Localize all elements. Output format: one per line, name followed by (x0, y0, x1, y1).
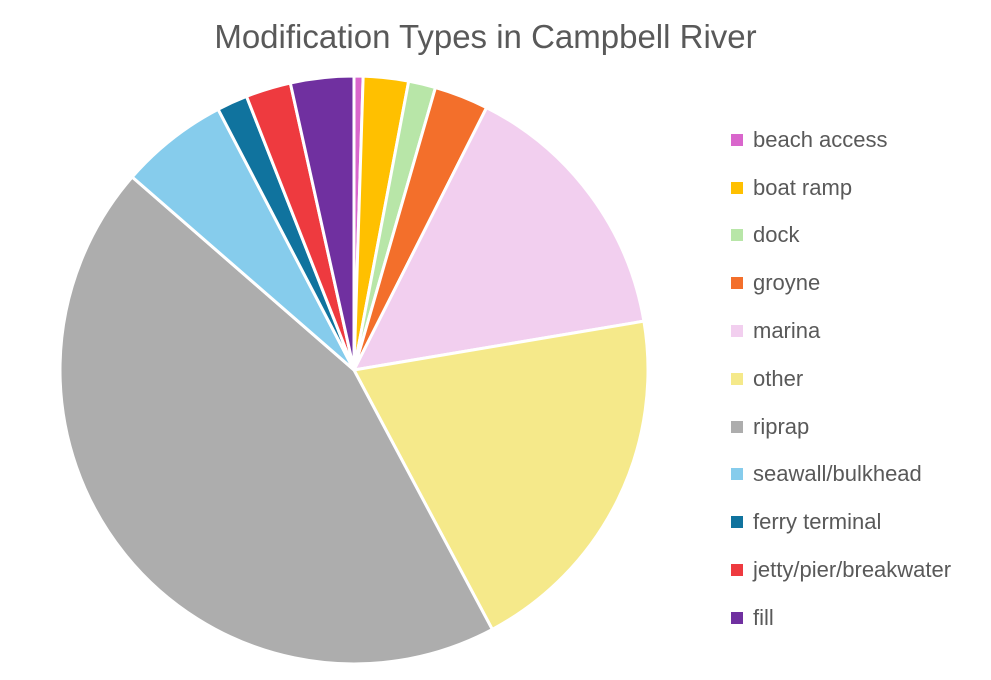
pie-slice-other (352, 319, 650, 631)
legend-swatch-beach-access (731, 133, 743, 146)
legend-item-beach-access: beach access (731, 116, 986, 164)
legend-swatch-jetty-pier-breakwater (731, 564, 743, 577)
legend-swatch-marina (731, 325, 743, 338)
legend-swatch-fill (731, 611, 743, 624)
legend-item-dock: dock (731, 212, 986, 260)
legend-label-marina: marina (753, 318, 821, 344)
legend-label-groyne: groyne (753, 270, 821, 296)
legend-item-riprap: riprap (731, 403, 986, 451)
legend-label-fill: fill (753, 604, 774, 630)
legend-item-fill: fill (731, 594, 986, 642)
legend-label-jetty-pier-breakwater: jetty/pier/breakwater (753, 557, 952, 583)
legend-swatch-groyne (731, 277, 743, 290)
legend-item-marina: marina (731, 307, 986, 355)
legend-label-seawall-bulkhead: seawall/bulkhead (753, 461, 922, 487)
legend-item-other: other (731, 355, 986, 403)
legend-swatch-riprap (731, 420, 743, 433)
legend-swatch-ferry-terminal (731, 516, 743, 529)
legend: beach access boat ramp dock groyne marina oth… (731, 116, 986, 642)
legend-swatch-boat-ramp (731, 181, 743, 194)
pie-slice-fill (288, 74, 356, 372)
legend-item-ferry-terminal: ferry terminal (731, 498, 986, 546)
legend-item-jetty-pier-breakwater: jetty/pier/breakwater (731, 546, 986, 594)
legend-label-other: other (753, 365, 804, 391)
legend-label-boat-ramp: boat ramp (753, 174, 853, 200)
pie-slice-marina (352, 106, 646, 372)
legend-swatch-seawall-bulkhead (731, 468, 743, 481)
legend-label-beach-access: beach access (753, 126, 888, 152)
legend-label-ferry-terminal: ferry terminal (753, 509, 882, 535)
pie-slice-riprap (58, 175, 494, 666)
chart-title: Modification Types in Campbell River (214, 18, 757, 55)
legend-swatch-other (731, 372, 743, 385)
legend-item-seawall-bulkhead: seawall/bulkhead (731, 451, 986, 499)
legend-item-groyne: groyne (731, 259, 986, 307)
legend-item-boat-ramp: boat ramp (731, 164, 986, 212)
legend-label-riprap: riprap (753, 413, 810, 439)
legend-swatch-dock (731, 229, 743, 242)
legend-label-dock: dock (753, 222, 800, 248)
